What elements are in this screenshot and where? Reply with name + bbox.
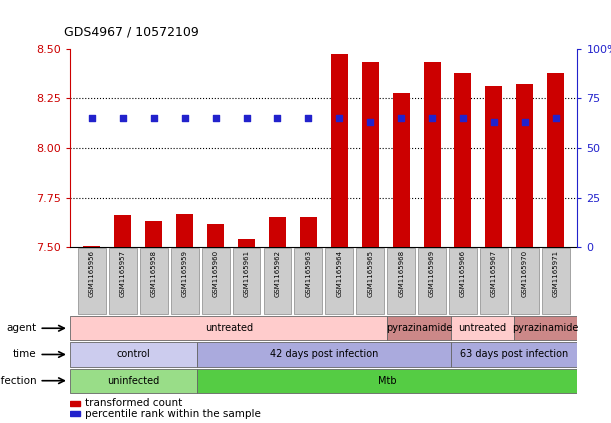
Point — [520, 119, 530, 126]
Text: infection: infection — [0, 376, 37, 386]
Point — [427, 115, 437, 122]
Text: 63 days post infection: 63 days post infection — [460, 349, 568, 360]
Text: uninfected: uninfected — [108, 376, 160, 386]
Bar — [387, 248, 415, 314]
Bar — [450, 342, 577, 367]
Bar — [207, 224, 224, 247]
Text: GSM1165966: GSM1165966 — [460, 250, 466, 297]
Bar — [197, 368, 577, 393]
Bar — [362, 62, 379, 247]
Text: untreated: untreated — [458, 323, 507, 333]
Text: GSM1165963: GSM1165963 — [306, 250, 312, 297]
Text: GSM1165967: GSM1165967 — [491, 250, 497, 297]
Point — [118, 115, 128, 122]
Text: GSM1165969: GSM1165969 — [429, 250, 435, 297]
Point — [273, 115, 282, 122]
Text: 42 days post infection: 42 days post infection — [269, 349, 378, 360]
Bar — [70, 401, 80, 406]
Bar — [514, 316, 577, 341]
Text: GDS4967 / 10572109: GDS4967 / 10572109 — [64, 25, 199, 38]
Bar — [140, 248, 167, 314]
Text: GSM1165964: GSM1165964 — [336, 250, 342, 297]
Text: GSM1165960: GSM1165960 — [213, 250, 219, 297]
Point — [149, 115, 159, 122]
Point — [397, 115, 406, 122]
Bar — [356, 248, 384, 314]
Bar — [547, 74, 564, 247]
Bar — [114, 214, 131, 247]
Text: GSM1165968: GSM1165968 — [398, 250, 404, 297]
Text: GSM1165959: GSM1165959 — [181, 250, 188, 297]
Bar — [70, 316, 387, 341]
Text: GSM1165961: GSM1165961 — [244, 250, 249, 297]
Text: GSM1165956: GSM1165956 — [89, 250, 95, 297]
Bar — [197, 342, 451, 367]
Bar — [109, 248, 137, 314]
Bar — [393, 93, 409, 247]
Text: GSM1165970: GSM1165970 — [522, 250, 528, 297]
Bar — [511, 248, 539, 314]
Bar — [542, 248, 569, 314]
Point — [180, 115, 189, 122]
Bar — [263, 248, 291, 314]
Bar — [70, 368, 197, 393]
Text: GSM1165971: GSM1165971 — [553, 250, 558, 297]
Text: GSM1165965: GSM1165965 — [367, 250, 373, 297]
Bar — [170, 248, 199, 314]
Point — [489, 119, 499, 126]
Point — [304, 115, 313, 122]
Bar — [480, 248, 508, 314]
Bar — [418, 248, 446, 314]
Bar — [84, 246, 100, 247]
Point — [211, 115, 221, 122]
Bar — [176, 214, 193, 247]
Bar — [70, 411, 80, 416]
Bar — [300, 217, 317, 247]
Bar — [233, 248, 260, 314]
Bar — [78, 248, 106, 314]
Point — [365, 119, 375, 126]
Point — [334, 115, 344, 122]
Bar — [145, 221, 163, 247]
Text: time: time — [13, 349, 37, 360]
Bar — [238, 239, 255, 247]
Point — [87, 115, 97, 122]
Point — [241, 115, 251, 122]
Bar — [70, 342, 197, 367]
Text: transformed count: transformed count — [84, 398, 182, 408]
Text: control: control — [117, 349, 150, 360]
Text: pyrazinamide: pyrazinamide — [513, 323, 579, 333]
Bar — [269, 217, 286, 247]
Text: GSM1165957: GSM1165957 — [120, 250, 126, 297]
Bar — [295, 248, 322, 314]
Point — [458, 115, 468, 122]
Bar — [455, 74, 472, 247]
Text: percentile rank within the sample: percentile rank within the sample — [84, 409, 260, 419]
Bar — [331, 54, 348, 247]
Bar — [202, 248, 230, 314]
Point — [551, 115, 561, 122]
Text: pyrazinamide: pyrazinamide — [386, 323, 452, 333]
Bar — [449, 248, 477, 314]
Bar — [326, 248, 353, 314]
Bar — [450, 316, 514, 341]
Bar — [516, 85, 533, 247]
Bar — [485, 86, 502, 247]
Bar — [423, 62, 441, 247]
Text: GSM1165962: GSM1165962 — [274, 250, 280, 297]
Text: agent: agent — [6, 323, 37, 333]
Text: untreated: untreated — [205, 323, 253, 333]
Bar — [387, 316, 451, 341]
Text: GSM1165958: GSM1165958 — [151, 250, 157, 297]
Text: Mtb: Mtb — [378, 376, 397, 386]
